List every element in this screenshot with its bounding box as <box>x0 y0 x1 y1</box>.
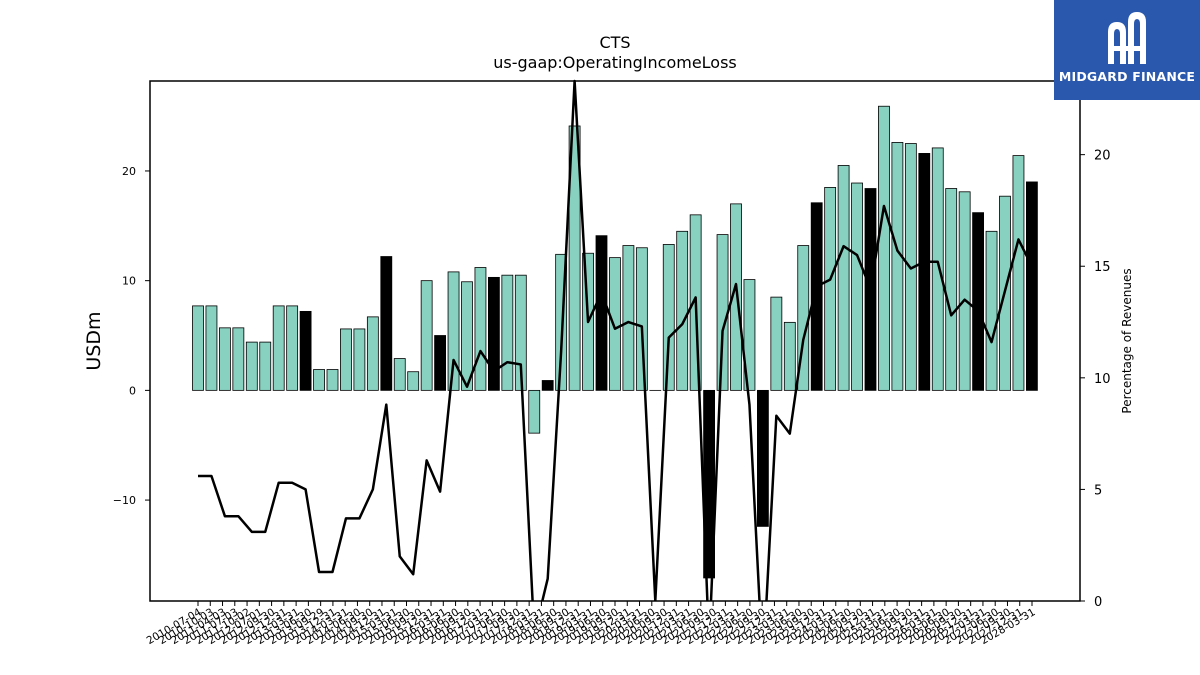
bar <box>595 235 608 391</box>
brand-logo: MIDGARD FINANCE <box>1054 0 1200 100</box>
bar <box>757 389 769 527</box>
bar <box>824 187 837 391</box>
y-axis-right-label: Percentage of Revenues <box>1120 268 1134 413</box>
bar <box>878 105 890 391</box>
bar <box>461 281 473 391</box>
bar <box>514 274 527 391</box>
bar <box>945 188 958 391</box>
y-left-tick-label: 0 <box>129 384 136 397</box>
y-right-tick-label: 10 <box>1094 372 1111 387</box>
bar <box>487 276 500 391</box>
bar <box>958 191 971 391</box>
bar <box>743 279 756 391</box>
bar <box>501 274 514 391</box>
ratio-line <box>198 79 1034 601</box>
bar <box>272 305 285 391</box>
bar <box>810 202 823 391</box>
bar <box>528 389 541 434</box>
bar <box>555 253 568 391</box>
ratio-line-series <box>198 79 1034 601</box>
y-right-tick-label: 5 <box>1094 483 1102 498</box>
bar <box>434 335 447 391</box>
bar <box>851 182 863 391</box>
bar <box>407 371 420 391</box>
bar-series <box>192 105 1038 579</box>
bar <box>192 305 204 391</box>
bar <box>205 305 218 391</box>
bar <box>972 212 984 391</box>
y-axis-left-label: USDm <box>83 311 105 370</box>
bar <box>340 328 352 391</box>
bar <box>420 280 433 391</box>
bar <box>676 230 689 391</box>
bar <box>366 316 379 391</box>
bar <box>931 147 944 391</box>
bar <box>662 244 675 391</box>
bar <box>1012 155 1025 391</box>
bar <box>985 230 998 391</box>
logo-text: MIDGARD FINANCE <box>1058 69 1196 84</box>
bar <box>259 341 272 391</box>
bar <box>393 358 406 391</box>
bar <box>1026 181 1038 391</box>
bar <box>232 327 245 391</box>
left-y-axis: −10 0 10 20 <box>113 165 150 507</box>
bar <box>353 328 366 391</box>
bar <box>730 203 742 391</box>
bar <box>541 380 554 391</box>
bar <box>783 321 796 391</box>
y-right-tick-label: 15 <box>1094 260 1111 275</box>
bar <box>770 296 783 391</box>
bar <box>568 125 581 391</box>
bar <box>609 257 621 391</box>
y-left-tick-label: 20 <box>122 165 136 178</box>
bar <box>918 153 931 391</box>
bar <box>474 267 487 391</box>
right-y-axis: 0 5 10 15 20 <box>1080 149 1111 610</box>
y-left-tick-label: −10 <box>113 494 136 507</box>
bar <box>286 305 299 391</box>
y-left-tick-label: 10 <box>122 275 136 288</box>
chart-subtitle: us-gaap:OperatingIncomeLoss <box>493 53 737 72</box>
bar <box>313 369 325 391</box>
bar <box>218 327 231 391</box>
bar <box>447 271 460 391</box>
midgard-logo-icon <box>1108 12 1146 64</box>
y-right-tick-label: 20 <box>1094 149 1111 164</box>
bar <box>622 245 635 391</box>
bar <box>380 256 393 391</box>
y-right-tick-label: 0 <box>1094 595 1102 610</box>
bar <box>326 369 339 391</box>
x-axis: 2010-07-042010-10-032011-04-032011-07-03… <box>145 601 1038 647</box>
chart-title: CTS <box>599 33 630 52</box>
bar <box>891 142 904 391</box>
bar <box>837 165 850 391</box>
bar <box>635 247 648 391</box>
bar <box>245 341 258 391</box>
bar <box>716 234 729 391</box>
bar <box>299 310 312 391</box>
